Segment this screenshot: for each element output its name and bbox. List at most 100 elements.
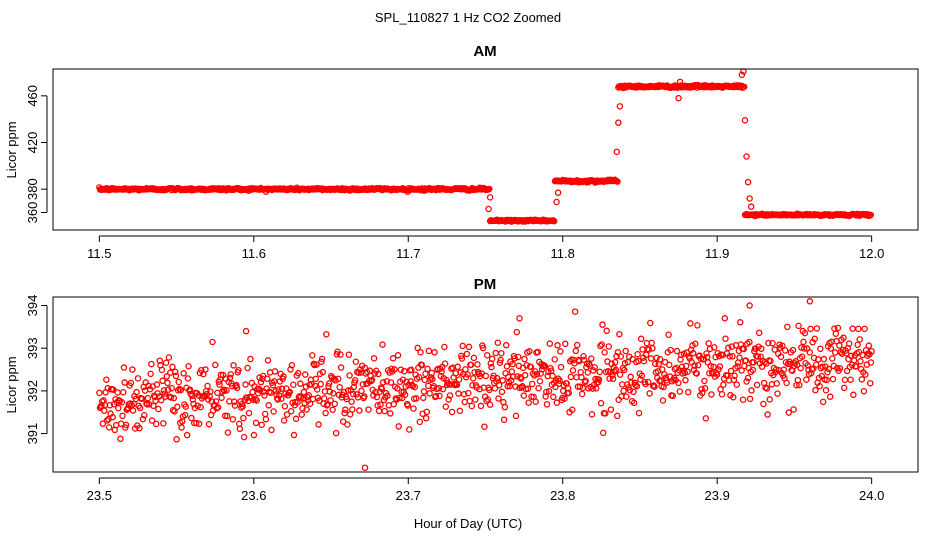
data-point [177, 386, 185, 394]
data-point [512, 383, 519, 390]
data-point [824, 368, 831, 376]
data-point [325, 380, 333, 387]
data-point [178, 424, 185, 431]
data-point [524, 385, 532, 392]
data-point [730, 376, 738, 384]
data-point [356, 407, 363, 414]
data-point [218, 394, 225, 402]
data-point [696, 352, 703, 359]
data-point [345, 351, 353, 358]
data-point [390, 400, 398, 408]
data-point [597, 342, 604, 350]
data-point [408, 366, 415, 373]
data-point [343, 395, 350, 403]
data-point [731, 372, 738, 380]
data-point [488, 363, 495, 371]
data-point [441, 360, 449, 367]
data-point [313, 386, 321, 393]
data-point [766, 396, 774, 403]
data-point [133, 388, 140, 396]
data-point [707, 362, 714, 370]
data-point [344, 387, 352, 394]
data-point [666, 361, 673, 369]
data-point [484, 396, 492, 403]
data-point [204, 382, 211, 390]
data-point [245, 409, 253, 417]
data-point [411, 383, 419, 391]
data-point [268, 426, 275, 434]
x-tick-label: 23.9 [705, 488, 730, 503]
am-y-axis-label: Licor ppm [4, 121, 19, 178]
data-point [410, 405, 417, 412]
data-point [322, 409, 329, 417]
data-point [426, 390, 433, 397]
pm-y-axis: 391 392 393 394 [25, 295, 48, 444]
data-point [339, 418, 347, 425]
data-point [569, 406, 576, 414]
data-point [405, 426, 413, 433]
data-point [617, 353, 625, 360]
data-point [483, 397, 490, 405]
data-point [825, 365, 833, 373]
pm-plot-frame [52, 296, 919, 473]
data-point [257, 387, 264, 394]
data-point [836, 342, 843, 349]
data-point [867, 211, 875, 219]
data-point [456, 407, 464, 415]
data-point [862, 371, 869, 378]
data-point [278, 385, 286, 392]
pm-x-axis: 23.5 23.6 23.7 23.8 23.9 24.0 [87, 477, 884, 503]
data-point [486, 386, 493, 394]
data-point [309, 352, 316, 359]
data-point [448, 408, 456, 416]
data-point [312, 375, 320, 383]
data-point [239, 403, 246, 410]
data-point [773, 380, 781, 387]
data-point [181, 411, 189, 419]
data-point [800, 345, 808, 352]
data-point [812, 386, 819, 394]
data-point [733, 381, 740, 388]
data-point [682, 362, 690, 370]
data-point [349, 406, 356, 413]
data-point [702, 415, 710, 422]
data-point [694, 361, 702, 369]
data-point [415, 373, 423, 381]
data-point [755, 329, 763, 337]
data-point [534, 348, 542, 356]
data-point [229, 416, 237, 423]
data-point [772, 366, 780, 373]
data-point [264, 357, 272, 364]
data-point [395, 423, 402, 430]
data-point [511, 355, 518, 362]
data-point [381, 407, 388, 415]
data-point [800, 338, 807, 346]
data-point [597, 399, 605, 407]
data-point [640, 357, 648, 365]
data-point [283, 411, 291, 418]
y-tick-label: 394 [25, 295, 40, 317]
y-tick-label: 460 [25, 85, 40, 107]
data-point [351, 377, 359, 384]
data-point [486, 401, 494, 408]
data-point [801, 329, 809, 337]
data-point [348, 398, 355, 405]
data-point [271, 368, 279, 375]
data-point [394, 352, 402, 359]
x-axis-label: Hour of Day (UTC) [414, 516, 522, 531]
data-point [288, 361, 296, 369]
data-point [509, 360, 516, 368]
data-point [274, 396, 282, 403]
data-point [255, 385, 263, 393]
data-point [469, 375, 477, 382]
data-point [129, 407, 137, 414]
data-point [275, 386, 282, 393]
data-point [458, 355, 466, 362]
data-point [701, 385, 709, 392]
data-point [445, 396, 452, 403]
data-point [127, 379, 135, 387]
data-point [722, 335, 729, 342]
data-point [416, 418, 424, 426]
data-point [306, 400, 314, 407]
